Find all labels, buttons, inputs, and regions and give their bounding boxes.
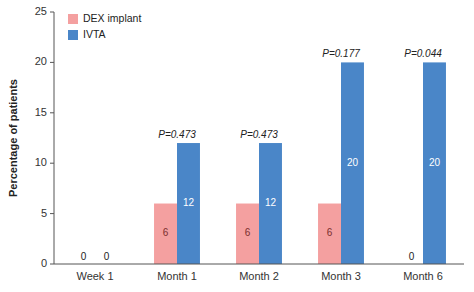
- y-tick-label: 25: [35, 5, 47, 17]
- annotation: P=0.473: [158, 129, 196, 140]
- x-tick-label: Month 3: [321, 270, 361, 282]
- y-axis-label: Percentage of patients: [7, 79, 19, 197]
- data-label: 0: [81, 251, 87, 262]
- legend-label: IVTA: [83, 28, 106, 40]
- data-label: 20: [347, 157, 359, 168]
- legend: DEX implant IVTA: [68, 12, 141, 40]
- bar: [259, 143, 282, 264]
- data-label: 20: [429, 157, 441, 168]
- y-tick-label: 20: [35, 55, 47, 67]
- bars: [154, 62, 446, 264]
- y-tick: [50, 264, 54, 265]
- bar: [236, 204, 259, 264]
- bar: [154, 204, 177, 264]
- y-tick: [50, 112, 54, 113]
- x-tick-label: Week 1: [76, 270, 113, 282]
- y-tick-label: 10: [35, 156, 47, 168]
- x-tick-label: Month 2: [239, 270, 279, 282]
- bar: [318, 204, 341, 264]
- y-tick: [50, 163, 54, 164]
- y-tick: [50, 213, 54, 214]
- legend-label: DEX implant: [83, 12, 141, 24]
- annotation: P=0.473: [240, 129, 278, 140]
- y-tick-label: 5: [41, 207, 47, 219]
- data-label: 12: [183, 197, 195, 208]
- y-tick: [50, 12, 54, 13]
- chart: 0 5 10 15 20 25 Percentage of patients Week 1 Mo…: [0, 0, 474, 292]
- y-tick: [50, 62, 54, 63]
- bar: [423, 62, 446, 264]
- y-tick-label: 15: [35, 106, 47, 118]
- y-axis-line: [54, 12, 55, 264]
- data-label: 6: [245, 227, 251, 238]
- data-label: 12: [265, 197, 277, 208]
- annotation: P=0.044: [404, 48, 442, 59]
- legend-swatch: [68, 14, 78, 24]
- y-tick-label: 0: [41, 257, 47, 269]
- annotation: P=0.177: [322, 48, 360, 59]
- chart-container: 0 5 10 15 20 25 Percentage of patients Week 1 Mo…: [0, 0, 474, 292]
- data-label: 0: [104, 251, 110, 262]
- data-label: 0: [409, 251, 415, 262]
- x-tick-label: Month 6: [403, 270, 443, 282]
- data-label: 6: [327, 227, 333, 238]
- x-tick-label: Month 1: [157, 270, 197, 282]
- data-label: 6: [163, 227, 169, 238]
- x-axis-line: [54, 264, 464, 265]
- legend-swatch: [68, 30, 78, 40]
- bar: [341, 62, 364, 264]
- bar: [177, 143, 200, 264]
